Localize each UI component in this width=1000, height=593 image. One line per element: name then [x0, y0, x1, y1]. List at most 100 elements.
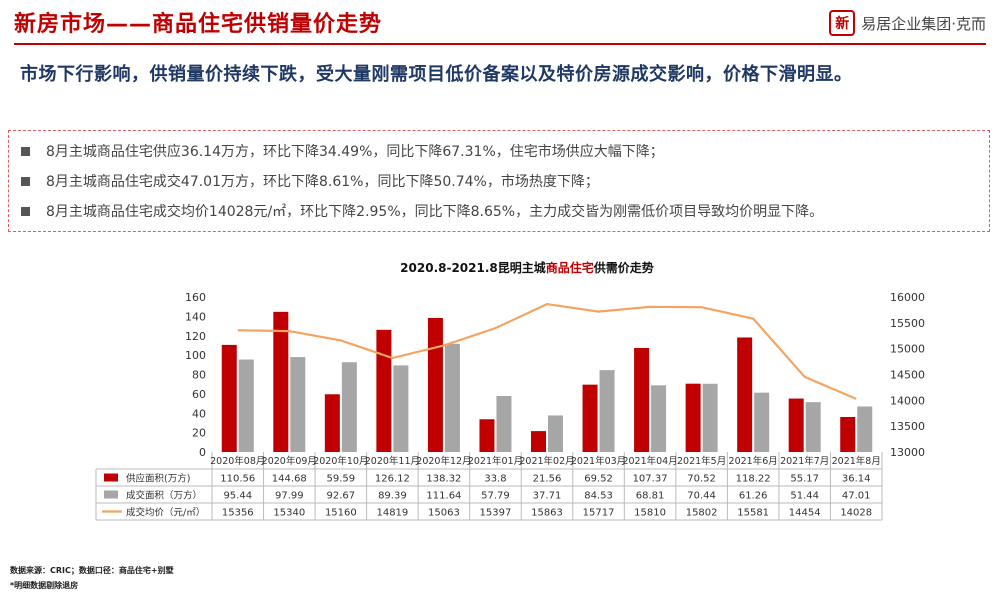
y-right-tick-label: 13500 — [890, 420, 925, 433]
data-label: 110.56 — [220, 474, 255, 485]
headline: 市场下行影响，供销量价持续下跌，受大量刚需项目低价备案以及特价房源成交影响，价格… — [20, 64, 853, 85]
y-left-tick-label: 60 — [192, 388, 206, 401]
x-category-label: 2021年6月 — [729, 455, 778, 467]
data-label: 70.44 — [687, 491, 716, 502]
data-label: 36.14 — [842, 474, 871, 485]
x-category-label: 2021年03月 — [571, 455, 626, 467]
supply-bar — [634, 347, 650, 452]
brand-logo-icon: 新 — [829, 10, 856, 36]
data-label: 15160 — [325, 508, 357, 519]
transaction-bar — [857, 406, 873, 452]
y-left-tick-label: 0 — [199, 446, 206, 459]
supply-bar — [479, 419, 495, 452]
data-label: 59.59 — [327, 474, 356, 485]
transaction-bar — [702, 383, 718, 452]
summary-item: 8月主城商品住宅成交47.01万方，环比下降8.61%，同比下降50.74%，市… — [21, 171, 599, 191]
supply-bar — [324, 394, 340, 452]
y-left-tick-label: 20 — [192, 427, 206, 440]
supply-bar — [273, 311, 289, 452]
data-label: 92.67 — [327, 491, 356, 502]
y-left-tick-label: 140 — [185, 310, 206, 323]
data-label: 126.12 — [375, 474, 410, 485]
chart-title: 2020.8-2021.8昆明主城商品住宅供需价走势 — [400, 260, 654, 275]
transaction-bar — [754, 392, 770, 452]
supply-bar — [582, 384, 598, 452]
data-label: 68.81 — [636, 491, 665, 502]
data-label: 15717 — [583, 508, 615, 519]
data-label: 15340 — [273, 508, 305, 519]
data-label: 69.52 — [584, 474, 613, 485]
page-title: 新房市场——商品住宅供销量价走势 — [14, 12, 383, 37]
data-label: 15397 — [480, 508, 512, 519]
brand-name: 易居企业集团·克而 — [861, 14, 986, 33]
legend-label: 供应面积(万方) — [126, 473, 190, 485]
x-category-label: 2020年12月 — [416, 455, 471, 467]
data-label: 95.44 — [223, 491, 252, 502]
supply-bar — [685, 383, 701, 452]
square-bullet-icon — [21, 176, 30, 186]
y-right-tick-label: 13000 — [890, 446, 925, 459]
y-right-tick-label: 14500 — [890, 369, 925, 382]
y-left-tick-label: 100 — [185, 349, 206, 362]
square-bullet-icon — [21, 206, 30, 216]
summary-item: 8月主城商品住宅供应36.14万方，环比下降34.49%，同比下降67.31%，… — [21, 141, 664, 161]
supply-bar — [840, 416, 856, 452]
data-source-note: 数据来源：CRIC；数据口径：商品住宅+别墅 — [10, 566, 174, 575]
y-left-tick-label: 160 — [185, 291, 206, 304]
x-category-label: 2020年09月 — [262, 455, 317, 467]
y-right-tick-label: 15500 — [890, 317, 925, 330]
summary-box: 8月主城商品住宅供应36.14万方，环比下降34.49%，同比下降67.31%，… — [8, 130, 990, 232]
exclusion-note: *明细数据剔除退房 — [10, 581, 79, 590]
legend-label: 成交面积（万方） — [126, 490, 202, 502]
data-label: 61.26 — [739, 491, 768, 502]
data-label: 15810 — [634, 508, 666, 519]
data-label: 15063 — [428, 508, 460, 519]
legend-swatch-icon — [104, 490, 118, 499]
data-label: 14819 — [376, 508, 408, 519]
transaction-bar — [238, 359, 254, 452]
data-label: 33.8 — [484, 474, 506, 485]
transaction-bar — [290, 357, 306, 452]
legend-label: 成交均价（元/㎡） — [126, 507, 205, 519]
y-right-tick-label: 15000 — [890, 343, 925, 356]
data-label: 15802 — [686, 508, 718, 519]
data-label: 15581 — [737, 508, 769, 519]
brand: 新 易居企业集团·克而 — [829, 10, 986, 36]
transaction-bar — [393, 365, 409, 452]
y-right-tick-label: 14000 — [890, 394, 925, 407]
supply-bar — [221, 344, 237, 452]
transaction-bar — [341, 362, 357, 452]
avg-price-line — [237, 302, 857, 400]
data-label: 15863 — [531, 508, 563, 519]
x-category-label: 2021年5月 — [677, 455, 726, 467]
transaction-bar — [805, 402, 821, 452]
title-divider — [14, 43, 986, 45]
transaction-bar — [599, 370, 615, 452]
data-label: 111.64 — [426, 491, 461, 502]
data-label: 55.17 — [790, 474, 819, 485]
supply-bar — [376, 329, 392, 452]
square-bullet-icon — [21, 146, 30, 156]
transaction-bar — [496, 396, 512, 452]
data-label: 89.39 — [378, 491, 407, 502]
transaction-bar — [548, 415, 563, 452]
data-label: 138.32 — [426, 474, 461, 485]
data-label: 14028 — [840, 508, 872, 519]
x-category-label: 2021年8月 — [832, 455, 881, 467]
data-label: 37.71 — [533, 491, 562, 502]
data-label: 47.01 — [842, 491, 871, 502]
data-label: 118.22 — [736, 474, 771, 485]
data-label: 70.52 — [687, 474, 716, 485]
transaction-bar — [651, 385, 667, 452]
y-left-tick-label: 80 — [192, 369, 206, 382]
data-label: 21.56 — [533, 474, 562, 485]
summary-text: 8月主城商品住宅成交47.01万方，环比下降8.61%，同比下降50.74%，市… — [46, 174, 599, 190]
summary-text: 8月主城商品住宅供应36.14万方，环比下降34.49%，同比下降67.31%，… — [46, 144, 664, 160]
data-label: 57.79 — [481, 491, 510, 502]
data-label: 107.37 — [633, 474, 668, 485]
supply-bar — [788, 398, 804, 452]
y-right-tick-label: 16000 — [890, 291, 925, 304]
data-label: 97.99 — [275, 491, 304, 502]
data-label: 51.44 — [790, 491, 819, 502]
